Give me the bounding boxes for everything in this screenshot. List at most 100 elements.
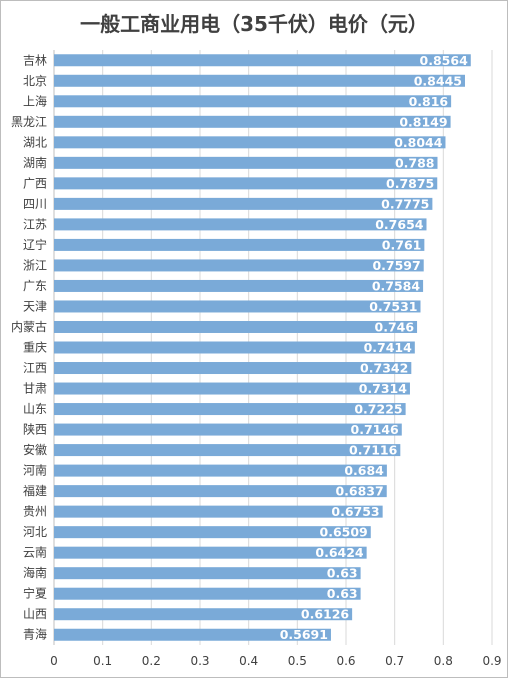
value-label: 0.8044: [394, 135, 443, 150]
bar-内蒙古: [54, 320, 418, 333]
category-label: 内蒙古: [11, 319, 47, 334]
category-label: 陕西: [23, 422, 47, 437]
x-tick-label: 0.3: [190, 654, 209, 668]
category-label: 安徽: [23, 442, 47, 457]
value-label: 0.761: [382, 237, 422, 252]
bar-山东: [54, 403, 406, 416]
bar-江西: [54, 362, 412, 375]
category-label: 宁夏: [23, 586, 47, 601]
category-label: 山西: [23, 607, 47, 621]
x-tick-label: 0.9: [482, 654, 501, 668]
value-label: 0.6753: [331, 504, 379, 519]
category-label: 上海: [23, 93, 47, 108]
category-label: 北京: [23, 74, 47, 88]
bar-四川: [54, 197, 433, 210]
x-tick-label: 0.6: [336, 654, 355, 668]
value-label: 0.63: [327, 566, 358, 581]
category-label: 广东: [23, 279, 47, 293]
category-label: 辽宁: [23, 237, 47, 252]
category-label: 河北: [23, 525, 47, 539]
value-label: 0.63: [327, 586, 358, 601]
category-label: 浙江: [23, 258, 47, 272]
category-label: 吉林: [23, 53, 47, 67]
bar-福建: [54, 485, 387, 498]
value-label: 0.8445: [414, 73, 462, 88]
value-label: 0.6424: [315, 545, 364, 560]
category-label: 甘肃: [23, 382, 47, 396]
value-label: 0.7875: [386, 176, 434, 191]
value-label: 0.7597: [372, 258, 420, 273]
x-tick-label: 0: [50, 654, 58, 668]
bar-河南: [54, 464, 387, 477]
chart-title: 一般工商业用电（35千伏）电价（元）: [80, 12, 428, 36]
bar-河北: [54, 526, 371, 539]
category-label: 青海: [23, 627, 47, 642]
value-label: 0.7414: [364, 340, 413, 355]
category-label: 湖北: [23, 134, 47, 149]
x-tick-label: 0.7: [385, 654, 404, 668]
value-label: 0.684: [344, 463, 384, 478]
bar-吉林: [54, 54, 471, 67]
value-label: 0.6509: [320, 525, 368, 540]
value-label: 0.7314: [359, 381, 408, 396]
category-label: 福建: [23, 483, 47, 498]
bar-陕西: [54, 423, 402, 436]
bar-重庆: [54, 341, 415, 354]
category-label: 湖南: [23, 155, 47, 170]
value-label: 0.5691: [280, 627, 328, 642]
category-label: 黑龙江: [11, 115, 47, 129]
value-label: 0.7775: [381, 196, 429, 211]
value-label: 0.7654: [375, 217, 424, 232]
bar-宁夏: [54, 587, 361, 600]
value-label: 0.6126: [301, 607, 350, 622]
value-label: 0.7116: [349, 443, 398, 458]
bar-广西: [54, 177, 438, 190]
value-label: 0.816: [409, 94, 449, 109]
x-tick-label: 0.1: [93, 654, 112, 668]
category-label: 重庆: [23, 341, 47, 355]
category-label: 江西: [23, 361, 47, 375]
bar-安徽: [54, 444, 401, 457]
value-label: 0.8564: [420, 53, 469, 68]
bar-北京: [54, 74, 465, 87]
value-label: 0.746: [375, 319, 415, 334]
category-label: 四川: [23, 197, 47, 211]
category-label: 天津: [23, 299, 47, 313]
value-label: 0.6837: [335, 484, 383, 499]
bar-甘肃: [54, 382, 410, 395]
bar-湖北: [54, 136, 446, 149]
x-tick-label: 0.2: [142, 654, 161, 668]
bar-上海: [54, 95, 452, 108]
bar-黑龙江: [54, 115, 451, 128]
value-label: 0.788: [395, 155, 435, 170]
category-label: 贵州: [23, 505, 47, 519]
value-label: 0.7531: [369, 299, 417, 314]
category-label: 广西: [23, 176, 47, 190]
category-label: 河南: [23, 463, 47, 478]
value-label: 0.7342: [360, 361, 408, 376]
category-label: 山东: [23, 402, 47, 416]
bar-海南: [54, 567, 361, 580]
x-tick-label: 0.5: [288, 654, 307, 668]
category-label: 云南: [23, 545, 47, 560]
bar-广东: [54, 279, 424, 292]
category-label: 江苏: [23, 217, 47, 231]
value-label: 0.7146: [351, 422, 400, 437]
category-label: 海南: [23, 565, 47, 580]
bar-江苏: [54, 218, 427, 231]
x-tick-label: 0.4: [239, 654, 258, 668]
bar-辽宁: [54, 238, 425, 251]
bar-浙江: [54, 259, 424, 272]
bar-湖南: [54, 156, 438, 169]
bar-贵州: [54, 505, 383, 518]
value-label: 0.7584: [372, 278, 421, 293]
bar-青海: [54, 628, 331, 641]
bar-山西: [54, 608, 353, 621]
bar-天津: [54, 300, 421, 313]
value-label: 0.8149: [399, 114, 447, 129]
x-tick-label: 0.8: [434, 654, 453, 668]
bar-云南: [54, 546, 367, 559]
value-label: 0.7225: [354, 402, 402, 417]
